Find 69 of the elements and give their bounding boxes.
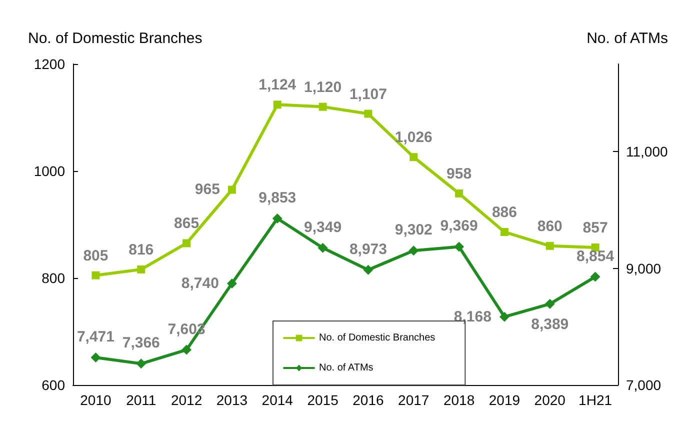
data-label: 7,471 [76,328,114,346]
y2-tick-label: 9,000 [626,260,662,276]
y2-tick-label: 11,000 [626,144,668,160]
legend-label: No. of ATMs [319,362,374,374]
point [408,246,419,256]
point [228,186,236,194]
point [544,298,555,309]
y2-tick-label: 7,000 [626,377,662,393]
data-label: 1,107 [349,86,387,103]
point [318,102,327,111]
data-label: 9,853 [258,189,296,206]
x-tick-label: 2011 [126,392,156,408]
data-label: 958 [446,165,472,182]
point [410,153,418,162]
y-tick-label: 1200 [34,56,66,72]
data-label: 965 [194,181,220,198]
point [546,242,554,250]
point [182,344,192,355]
y-axis-title: No. of Domestic Branches [28,30,202,47]
y2-axis-title: No. of ATMs [586,30,668,47]
data-label: 8,168 [454,308,492,326]
x-tick-label: 1H21 [578,392,612,408]
data-label: 9,349 [304,218,342,236]
legend-label: No. of Domestic Branches [319,332,436,344]
x-tick-label: 2015 [307,392,339,408]
x-tick-label: 2013 [216,392,248,408]
data-label: 865 [174,215,200,232]
x-tick-label: 2016 [352,392,384,408]
x-tick-label: 2020 [534,392,566,408]
point [272,213,282,224]
point [92,271,100,280]
data-label: 8,740 [181,274,219,292]
y-tick-label: 600 [42,377,66,393]
point [318,242,328,253]
point [90,352,101,363]
data-label: 816 [128,241,154,258]
x-tick-label: 2018 [443,392,475,408]
point [455,189,464,198]
data-label: 1,026 [394,129,432,146]
data-label: 1,120 [304,78,342,96]
data-label: 8,973 [349,240,387,258]
data-label: 1,124 [258,76,297,94]
point [273,100,282,109]
point [454,242,464,252]
data-label: 860 [537,218,562,235]
data-label: 8,854 [576,248,615,265]
point [499,312,510,322]
x-tick-label: 2017 [398,392,430,408]
x-tick-label: 2014 [262,392,294,408]
point [226,278,237,288]
data-label: 886 [492,204,517,221]
x-tick-label: 2010 [80,392,112,408]
point [500,228,508,236]
x-tick-label: 2019 [488,392,520,408]
data-label: 9,302 [394,222,432,239]
x-tick-label: 2012 [170,392,202,408]
data-label: 7,366 [122,334,160,352]
point [137,265,146,274]
data-label: 857 [582,220,608,237]
point [182,239,191,248]
point [363,264,374,275]
data-label: 805 [83,247,108,264]
point [364,110,372,118]
y-tick-label: 1000 [34,163,66,179]
data-label: 9,369 [440,218,478,235]
point [590,272,600,282]
data-label: 8,389 [531,316,569,333]
point [136,358,146,369]
y-tick-label: 800 [42,270,66,286]
